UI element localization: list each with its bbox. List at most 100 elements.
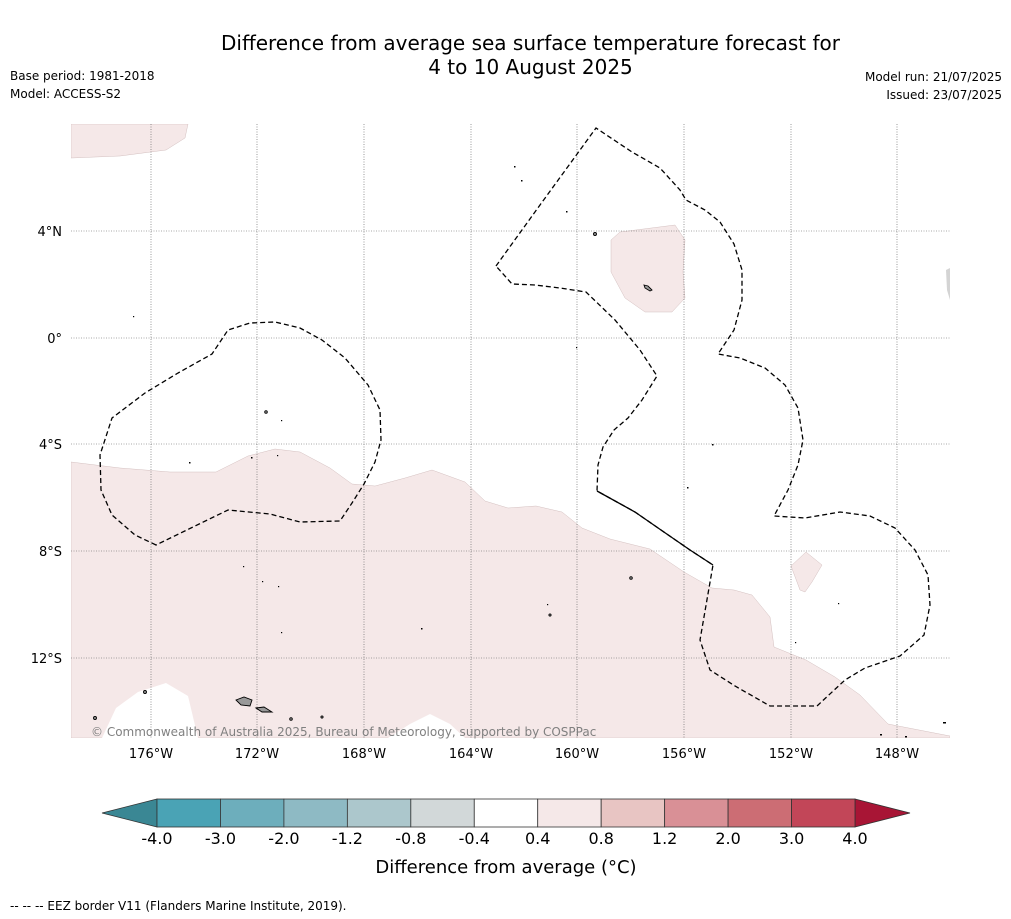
islet	[795, 642, 797, 644]
islet	[547, 604, 549, 606]
colorbar-tick-label: 2.0	[715, 829, 740, 848]
islet	[281, 632, 283, 634]
eez-borders	[99, 127, 931, 707]
island-dot	[143, 690, 147, 694]
shaded-region-northwest	[71, 124, 189, 159]
colorbar-segment	[473, 798, 539, 828]
lat-label-4s: 4°S	[39, 438, 62, 453]
islet	[133, 316, 135, 318]
colorbar-tick-label: -3.0	[205, 829, 236, 848]
colorbar-tick-label: -1.2	[332, 829, 363, 848]
lat-label-8s: 8°S	[39, 545, 62, 560]
map-area	[71, 124, 950, 738]
chart-title: Difference from average sea surface temp…	[0, 31, 1011, 79]
islet	[566, 211, 568, 213]
meta-left: Base period: 1981-2018 Model: ACCESS-S2	[10, 67, 155, 103]
islet	[521, 180, 523, 182]
islet	[189, 462, 191, 464]
colorbar-tick-label: 0.4	[525, 829, 550, 848]
island-dot	[264, 410, 268, 414]
colorbar-segment	[664, 798, 729, 828]
copyright-text: © Commonwealth of Australia 2025, Bureau…	[91, 725, 596, 739]
colorbar-tick-label: 1.2	[652, 829, 677, 848]
lat-label-12s: 12°S	[31, 652, 62, 667]
islet	[251, 457, 253, 459]
islet	[687, 487, 689, 489]
latitude-labels: 4°N 0° 4°S 8°S 12°S	[31, 225, 62, 667]
islet	[514, 166, 516, 168]
islet	[943, 722, 946, 724]
islet	[421, 628, 423, 630]
issued-text: Issued: 23/07/2025	[886, 88, 1002, 102]
model-text: Model: ACCESS-S2	[10, 87, 122, 101]
eez-border-solid-segment	[596, 490, 714, 566]
shaded-region-north-central	[610, 224, 686, 313]
eez-border-tokelau	[99, 321, 382, 546]
islet	[281, 420, 283, 422]
unshaded-region-southwest	[102, 683, 198, 738]
islet	[262, 581, 264, 583]
colorbar-title: Difference from average (°C)	[375, 857, 636, 878]
islands	[93, 232, 653, 721]
lon-label-164w: 164°W	[449, 747, 493, 762]
colorbar-tick-label: 0.8	[588, 829, 613, 848]
colorbar-tick-label: -2.0	[268, 829, 299, 848]
grey-patch-east	[946, 268, 950, 300]
islet	[243, 566, 245, 568]
colorbar-tick-labels: -4.0 -3.0 -2.0 -1.2 -0.8 -0.4 0.4 0.8 1.2 2.0 3.0 4…	[141, 829, 867, 848]
colorbar-segments	[156, 798, 856, 828]
colorbar-segment	[537, 798, 602, 828]
island-dot	[548, 613, 552, 617]
colorbar-over-triangle	[854, 798, 911, 828]
meta-right: Model run: 21/07/2025 Issued: 23/07/2025	[865, 68, 1002, 104]
colorbar-segment	[410, 798, 475, 828]
colorbar-segment	[220, 798, 285, 828]
islet	[838, 603, 840, 605]
title-line-2: 4 to 10 August 2025	[428, 55, 633, 79]
islet	[905, 736, 907, 738]
colorbar-segment	[600, 798, 666, 828]
title-line-1: Difference from average sea surface temp…	[220, 31, 840, 55]
island-samoa-upolu	[254, 706, 274, 713]
lon-label-160w: 160°W	[555, 747, 599, 762]
colorbar-under-triangle	[101, 798, 158, 828]
lon-label-156w: 156°W	[662, 747, 706, 762]
base-period-text: Base period: 1981-2018	[10, 69, 155, 83]
shaded-region-east-small	[790, 551, 823, 593]
islet	[278, 586, 280, 588]
eez-border-kiribati-line	[495, 127, 931, 707]
islet	[880, 734, 882, 736]
lon-label-172w: 172°W	[235, 747, 279, 762]
shaded-region-south-band	[71, 448, 950, 738]
longitude-labels: 176°W 172°W 168°W 164°W 160°W 156°W 152°…	[129, 747, 919, 762]
eez-footnote: -- -- -- EEZ border V11 (Flanders Marine…	[10, 899, 347, 913]
islet	[277, 455, 279, 457]
colorbar-tick-label: -4.0	[141, 829, 172, 848]
colorbar-tick-label: 4.0	[842, 829, 867, 848]
model-run-text: Model run: 21/07/2025	[864, 70, 1002, 84]
colorbar-segment	[791, 798, 856, 828]
island-dot	[593, 232, 597, 236]
island-dot	[289, 717, 293, 721]
colorbar: -4.0 -3.0 -2.0 -1.2 -0.8 -0.4 0.4 0.8 1.2 2.0 3.0 4…	[101, 798, 911, 878]
lat-label-4n: 4°N	[38, 225, 63, 240]
island-dot	[320, 715, 324, 719]
colorbar-tick-label: -0.4	[459, 829, 490, 848]
gridlines	[71, 124, 950, 738]
anomaly-shading	[71, 124, 950, 738]
island-dot	[629, 576, 633, 580]
colorbar-segment	[283, 798, 348, 828]
unshaded-region-south	[388, 714, 465, 738]
lon-label-176w: 176°W	[129, 747, 173, 762]
island-samoa-savaii	[235, 696, 253, 707]
lat-label-0: 0°	[47, 332, 62, 347]
lon-label-168w: 168°W	[342, 747, 386, 762]
lon-label-148w: 148°W	[875, 747, 919, 762]
islet	[576, 347, 578, 349]
islet	[712, 444, 714, 446]
colorbar-segment	[346, 798, 412, 828]
lon-label-152w: 152°W	[769, 747, 813, 762]
island-dot	[93, 716, 97, 720]
tiny-islands	[133, 166, 946, 738]
